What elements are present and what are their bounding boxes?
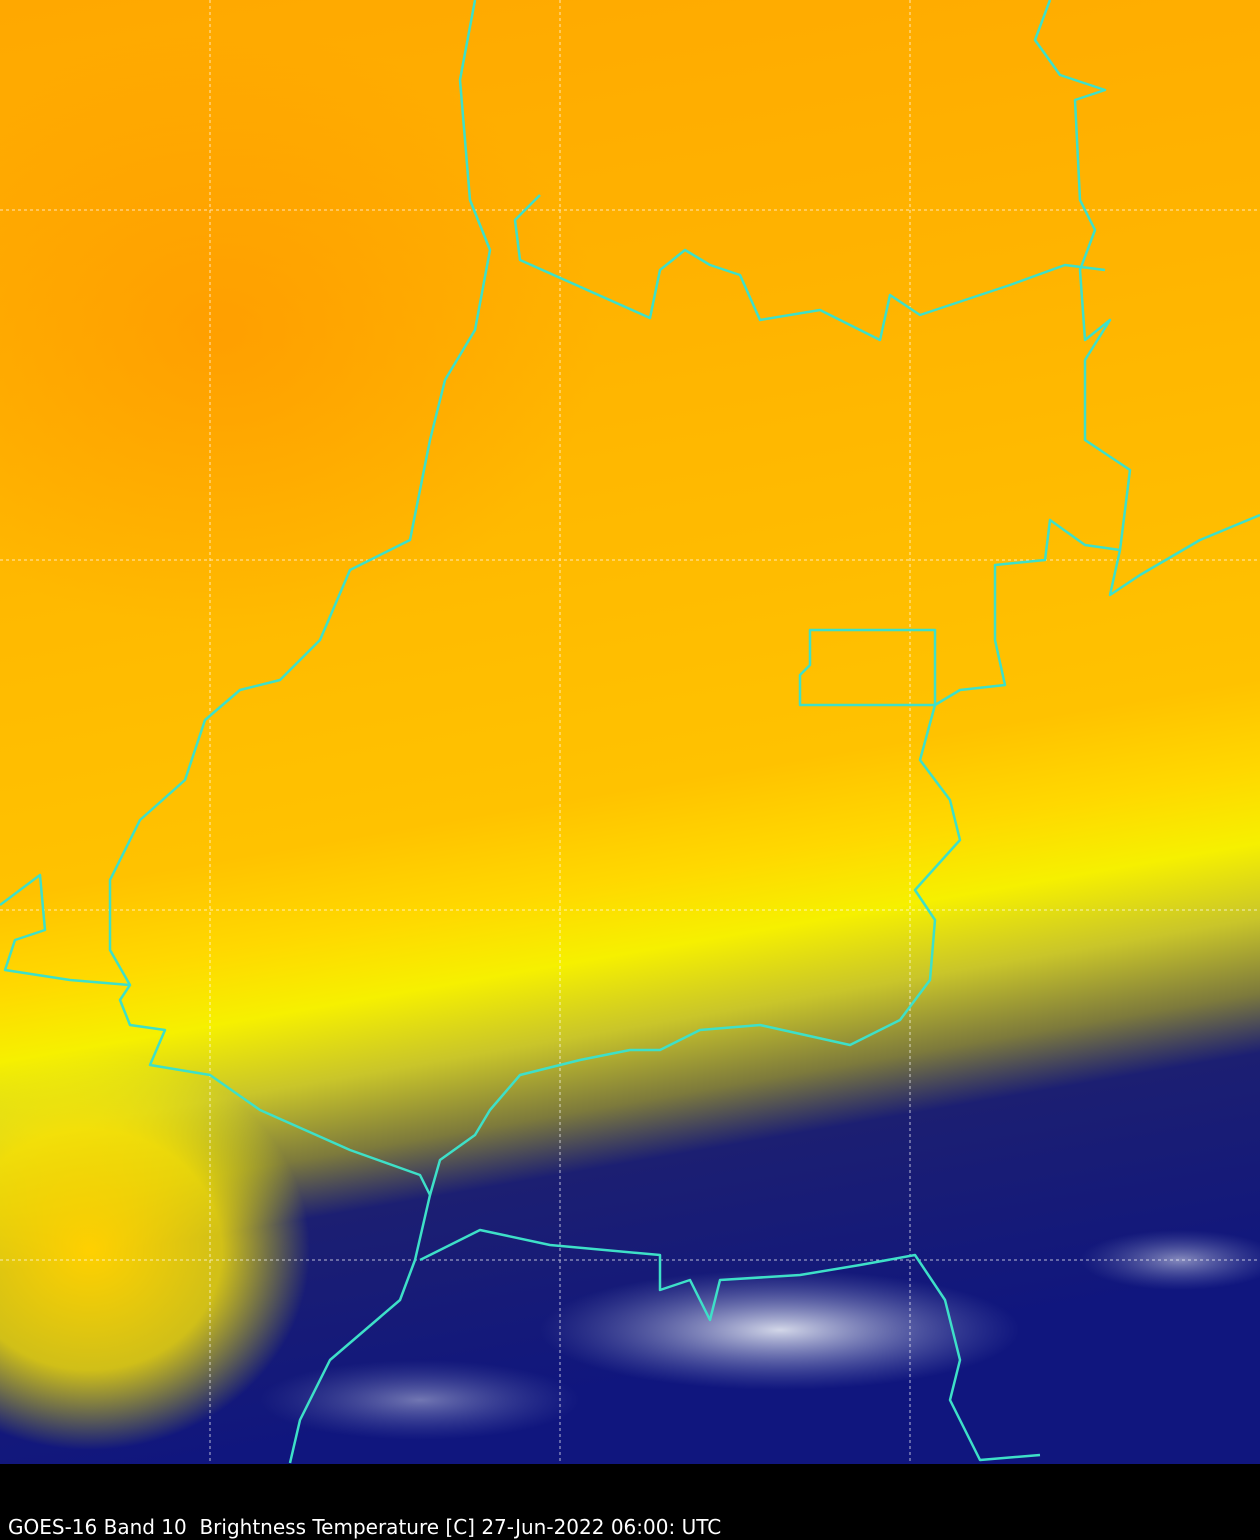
satellite-map bbox=[0, 0, 1260, 1464]
borders bbox=[0, 0, 1260, 1464]
graticule bbox=[0, 0, 1260, 1464]
cold-cloud bbox=[540, 1270, 1020, 1390]
caption: GOES-16 Band 10 Brightness Temperature [… bbox=[8, 1515, 722, 1539]
warm-region bbox=[0, 30, 600, 630]
cold-cloud bbox=[260, 1360, 580, 1440]
yellow-region bbox=[0, 1050, 310, 1450]
